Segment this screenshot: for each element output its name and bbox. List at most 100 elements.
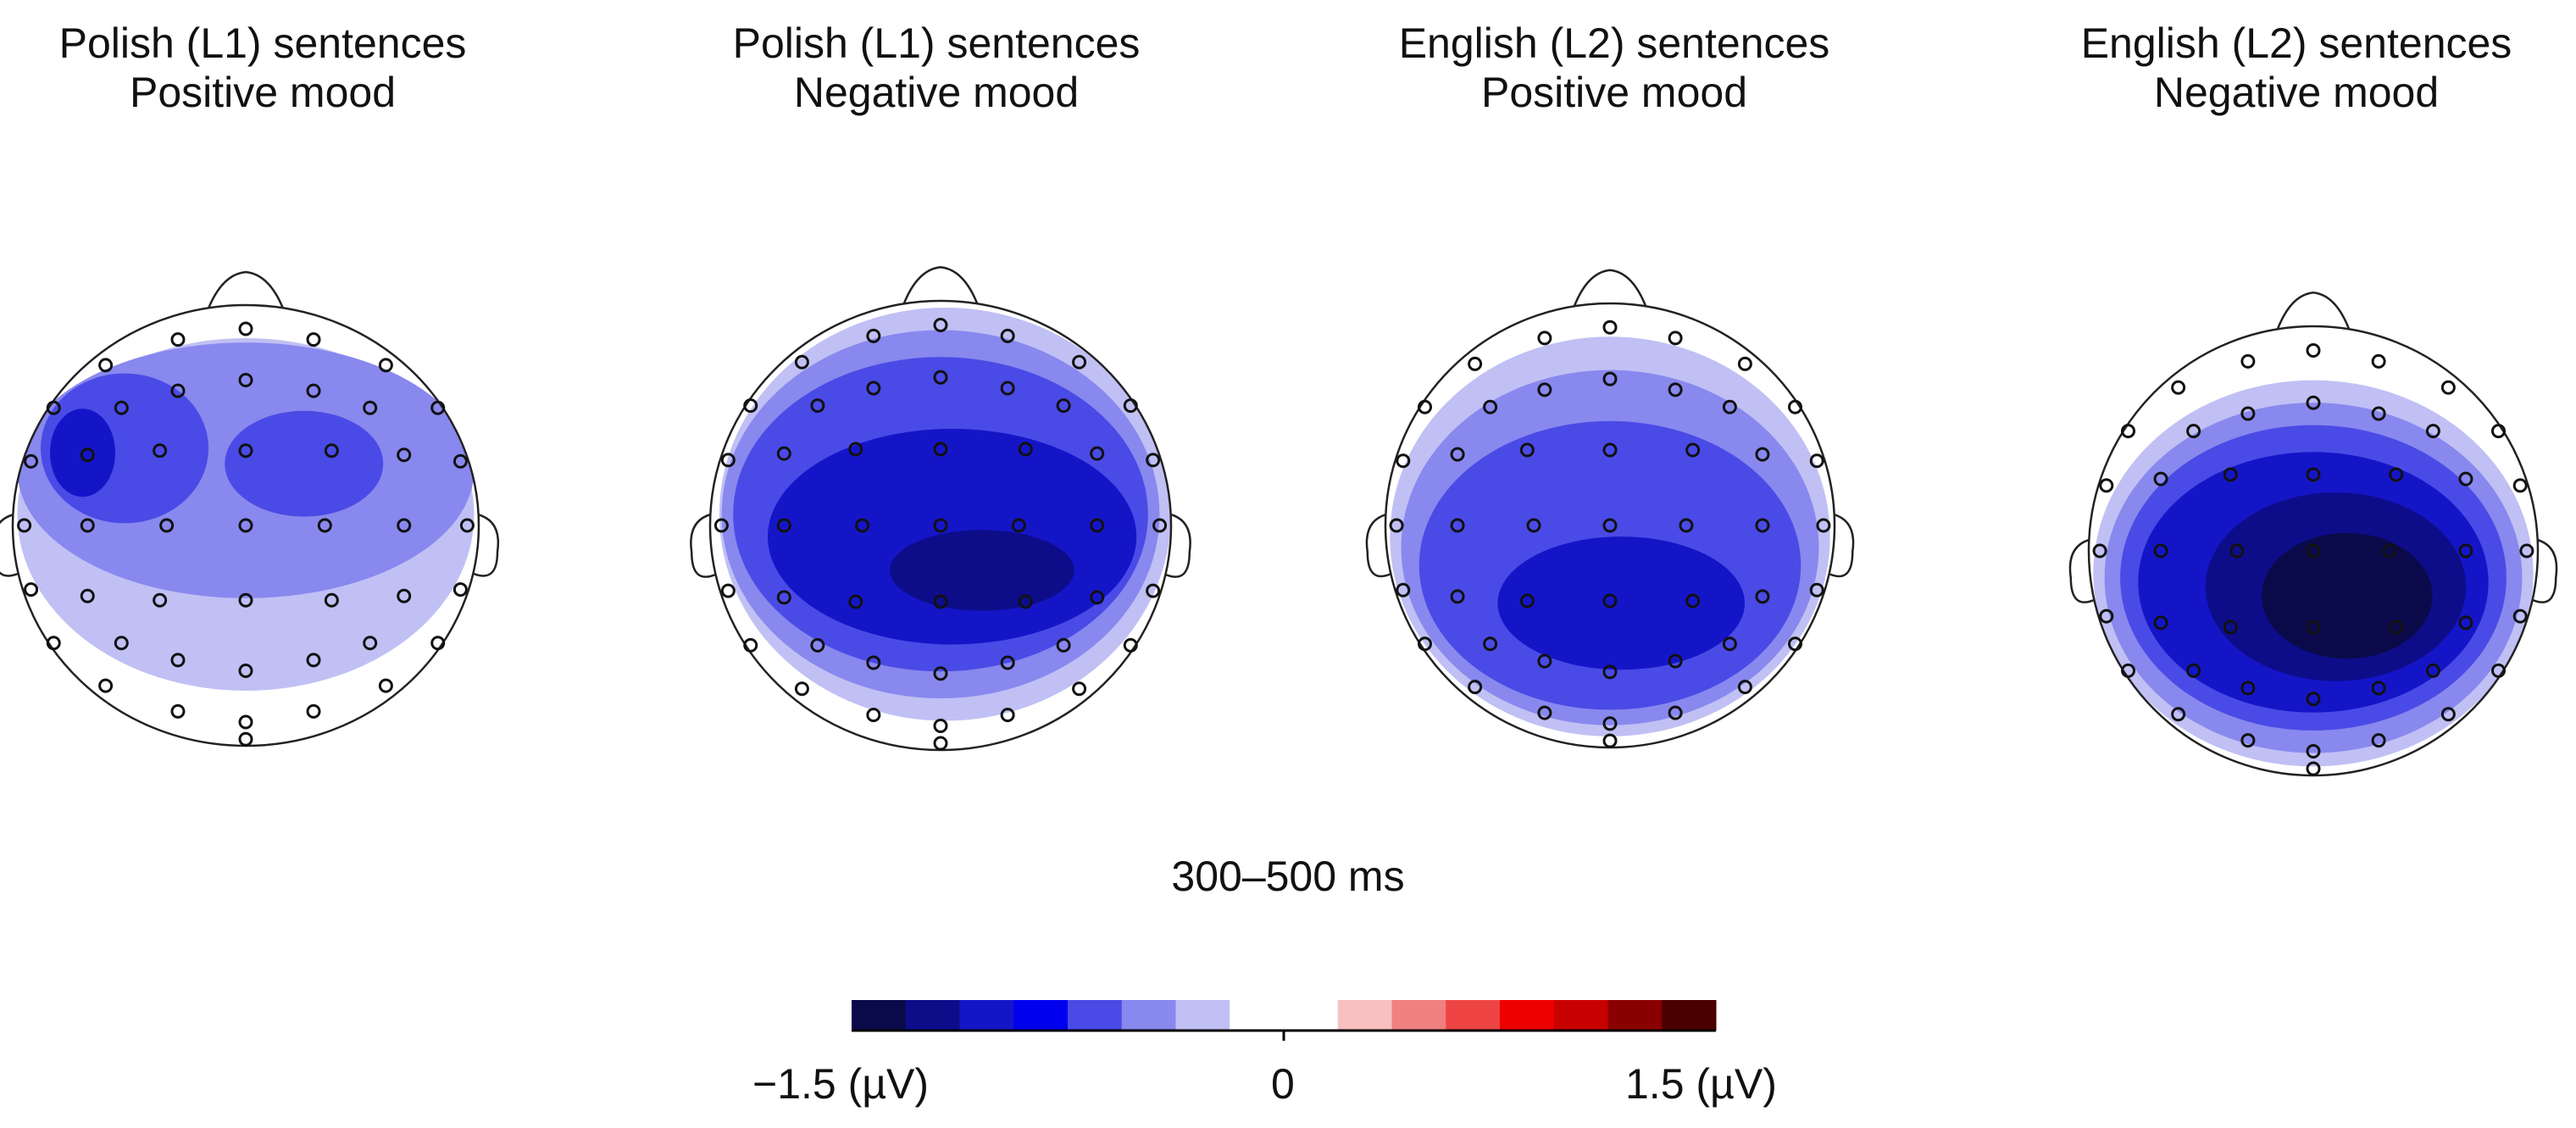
- electrode: [1685, 442, 1701, 458]
- colorbar-segment: [1337, 1000, 1392, 1031]
- colorbar-segment: [1230, 1000, 1285, 1031]
- electrode: [1146, 453, 1161, 468]
- electrode: [1602, 593, 1618, 608]
- electrode: [1056, 637, 1071, 653]
- panel-2-language: Polish (L1) sentences: [732, 19, 1141, 67]
- colorbar-segment: [1607, 1000, 1663, 1031]
- electrode: [397, 518, 412, 533]
- electrode: [743, 637, 758, 653]
- electrode: [2121, 663, 2136, 678]
- electrode: [810, 398, 825, 414]
- colorbar-zero-label: 0: [1271, 1060, 1295, 1108]
- panel-title-2: Polish (L1) sentences Negative mood: [674, 19, 1199, 117]
- electrode: [1396, 582, 1411, 597]
- electrode: [933, 518, 948, 533]
- electrode: [1679, 518, 1694, 533]
- electrode: [1809, 582, 1824, 597]
- electrode: [317, 518, 332, 533]
- electrode: [933, 442, 948, 457]
- electrode: [306, 703, 321, 719]
- electrode: [17, 518, 32, 533]
- electrode: [2440, 707, 2456, 722]
- electrode: [1668, 331, 1683, 346]
- electrode: [2229, 543, 2245, 558]
- electrode: [2306, 467, 2321, 482]
- electrode: [1146, 583, 1161, 598]
- electrode: [848, 594, 863, 609]
- electrode: [1755, 518, 1770, 533]
- electrode: [810, 637, 825, 653]
- electrode: [1737, 680, 1752, 695]
- electrode: [2306, 743, 2321, 758]
- electrode: [2458, 615, 2473, 631]
- panel-4-language: English (L2) sentences: [2080, 19, 2512, 67]
- electrode: [720, 453, 736, 468]
- electrode: [378, 358, 393, 373]
- electrode: [2171, 707, 2186, 722]
- electrode: [933, 666, 948, 681]
- electrode: [306, 383, 321, 398]
- electrode: [2371, 681, 2386, 696]
- electrode: [933, 594, 948, 609]
- colorbar-max-label: 1.5 (µV): [1625, 1060, 1777, 1108]
- electrode: [1072, 354, 1087, 370]
- electrode: [170, 332, 186, 347]
- electrode: [24, 453, 39, 469]
- electrode: [2306, 761, 2321, 776]
- electrode: [2153, 471, 2168, 486]
- panel-1-language: Polish (L1) sentences: [58, 19, 467, 67]
- electrode: [1787, 399, 1802, 414]
- colorbar-min-label: −1.5 (µV): [752, 1060, 930, 1108]
- electrode: [2099, 608, 2114, 624]
- colorbar-segment: [1121, 1000, 1176, 1031]
- electrode: [306, 332, 321, 347]
- scalp-map-3: [1365, 269, 1855, 749]
- panel-1-mood: Positive mood: [129, 69, 397, 116]
- panel-title-3: English (L2) sentences Positive mood: [1352, 19, 1877, 117]
- electrode: [2223, 467, 2238, 482]
- electrode: [170, 653, 186, 668]
- electrode: [2171, 380, 2186, 395]
- electrode: [776, 590, 791, 605]
- electrode: [1000, 328, 1015, 343]
- electrode: [2240, 353, 2256, 369]
- electrode: [238, 443, 253, 458]
- electrode: [1072, 681, 1087, 697]
- colorbar-segment: [1446, 1000, 1501, 1031]
- electrode: [1000, 708, 1015, 723]
- electrode: [1090, 590, 1105, 605]
- electrode: [1537, 382, 1552, 397]
- electrode: [170, 703, 186, 719]
- electrode: [2153, 543, 2168, 558]
- left-ear-outline: [1365, 513, 1391, 578]
- electrode: [2306, 692, 2321, 707]
- electrode: [363, 636, 378, 651]
- electrode: [80, 588, 95, 603]
- electrode: [238, 714, 253, 730]
- electrode: [933, 736, 948, 751]
- electrode: [2121, 424, 2136, 439]
- electrode: [1722, 399, 1737, 414]
- right-ear-outline: [474, 513, 500, 577]
- electrode: [866, 328, 881, 343]
- electrode: [238, 592, 253, 608]
- electrode: [1468, 680, 1483, 695]
- colorbar-segment: [1284, 1000, 1339, 1031]
- electrode: [2490, 663, 2506, 678]
- electrode: [1809, 453, 1824, 469]
- right-ear-outline: [1166, 513, 1191, 578]
- electrode: [1396, 453, 1411, 469]
- electrode: [1450, 518, 1465, 533]
- electrode: [2223, 620, 2238, 635]
- scalp-map-4: [2068, 291, 2558, 777]
- electrode: [238, 663, 253, 678]
- panel-3-language: English (L2) sentences: [1398, 19, 1830, 67]
- electrode: [1000, 655, 1015, 670]
- electrode: [1602, 442, 1618, 458]
- electrode: [153, 443, 168, 458]
- contour-region: [1497, 536, 1745, 670]
- electrode: [2440, 380, 2456, 395]
- panel-title-4: English (L2) sentences Negative mood: [2034, 19, 2559, 117]
- electrode: [1668, 705, 1683, 720]
- electrode: [114, 636, 129, 651]
